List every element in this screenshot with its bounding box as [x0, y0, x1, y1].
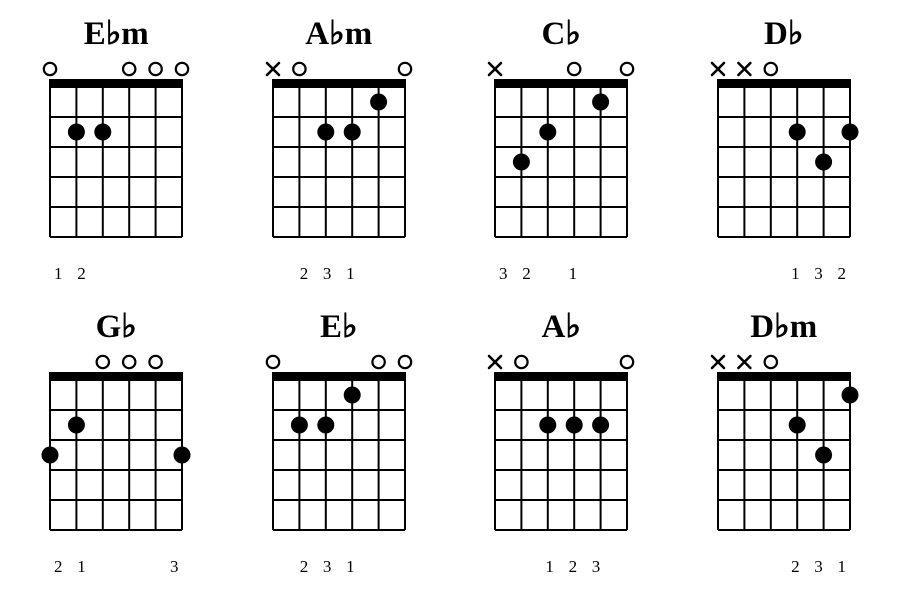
finger-number: [518, 557, 534, 577]
finger-number: [273, 557, 289, 577]
finger-number: [718, 264, 734, 284]
chord-name: D♭: [764, 18, 803, 51]
finger-number: [764, 264, 780, 284]
fretboard: [259, 350, 419, 551]
finger-number: [611, 557, 627, 577]
fretboard: [481, 350, 641, 551]
finger-number: [389, 557, 405, 577]
finger-number: [366, 557, 382, 577]
fretboard: [36, 350, 196, 551]
fretboard: [259, 57, 419, 258]
finger-number: 1: [565, 264, 581, 284]
chord-diagram: E♭m 12: [30, 18, 203, 291]
finger-number: [273, 264, 289, 284]
finger-number: 3: [811, 557, 827, 577]
finger-number: 2: [50, 557, 66, 577]
finger-number: [120, 557, 136, 577]
chord-chart-grid: E♭m12A♭m231C♭321D♭132G♭213E♭231A♭123D♭m2…: [0, 0, 900, 606]
finger-number: [366, 264, 382, 284]
finger-number: 2: [296, 557, 312, 577]
fingering-row: 32 1: [495, 264, 627, 284]
chord-name: C♭: [542, 18, 581, 51]
finger-number: [718, 557, 734, 577]
chord-diagram: D♭ 132: [698, 18, 871, 291]
finger-number: [97, 557, 113, 577]
finger-number: 1: [342, 264, 358, 284]
finger-number: 2: [518, 264, 534, 284]
fretboard: [481, 57, 641, 258]
finger-number: 3: [588, 557, 604, 577]
finger-number: [120, 264, 136, 284]
finger-number: [166, 264, 182, 284]
fretboard: [704, 57, 864, 258]
chord-name: A♭m: [305, 18, 372, 51]
finger-number: [389, 264, 405, 284]
fretboard: [36, 57, 196, 258]
fretboard: [704, 350, 864, 551]
fingering-row: 21 3: [50, 557, 182, 577]
finger-number: [588, 264, 604, 284]
finger-number: [764, 557, 780, 577]
chord-name: G♭: [96, 311, 137, 344]
chord-name: E♭m: [84, 18, 149, 51]
finger-number: 1: [342, 557, 358, 577]
finger-number: 1: [50, 264, 66, 284]
finger-number: [741, 264, 757, 284]
finger-number: [542, 264, 558, 284]
chord-diagram: A♭m 231: [253, 18, 426, 291]
chord-diagram: G♭ 21 3: [30, 311, 203, 584]
finger-number: [741, 557, 757, 577]
finger-number: [611, 264, 627, 284]
finger-number: 3: [166, 557, 182, 577]
finger-number: 1: [787, 264, 803, 284]
chord-name: E♭: [320, 311, 358, 344]
finger-number: 3: [319, 557, 335, 577]
fingering-row: 12: [50, 264, 182, 284]
chord-diagram: D♭m 231: [698, 311, 871, 584]
fingering-row: 132: [718, 264, 850, 284]
fingering-row: 123: [495, 557, 627, 577]
finger-number: [143, 264, 159, 284]
finger-number: 2: [565, 557, 581, 577]
chord-diagram: E♭ 231: [253, 311, 426, 584]
finger-number: 1: [834, 557, 850, 577]
finger-number: 3: [495, 264, 511, 284]
finger-number: 2: [787, 557, 803, 577]
chord-name: D♭m: [750, 311, 817, 344]
fingering-row: 231: [718, 557, 850, 577]
finger-number: [143, 557, 159, 577]
chord-diagram: C♭ 32 1: [475, 18, 648, 291]
fingering-row: 231: [273, 557, 405, 577]
finger-number: [97, 264, 113, 284]
finger-number: 2: [296, 264, 312, 284]
chord-name: A♭: [542, 311, 581, 344]
finger-number: [495, 557, 511, 577]
fingering-row: 231: [273, 264, 405, 284]
finger-number: 3: [319, 264, 335, 284]
finger-number: 1: [73, 557, 89, 577]
finger-number: 3: [811, 264, 827, 284]
finger-number: 1: [542, 557, 558, 577]
finger-number: 2: [834, 264, 850, 284]
finger-number: 2: [73, 264, 89, 284]
chord-diagram: A♭ 123: [475, 311, 648, 584]
